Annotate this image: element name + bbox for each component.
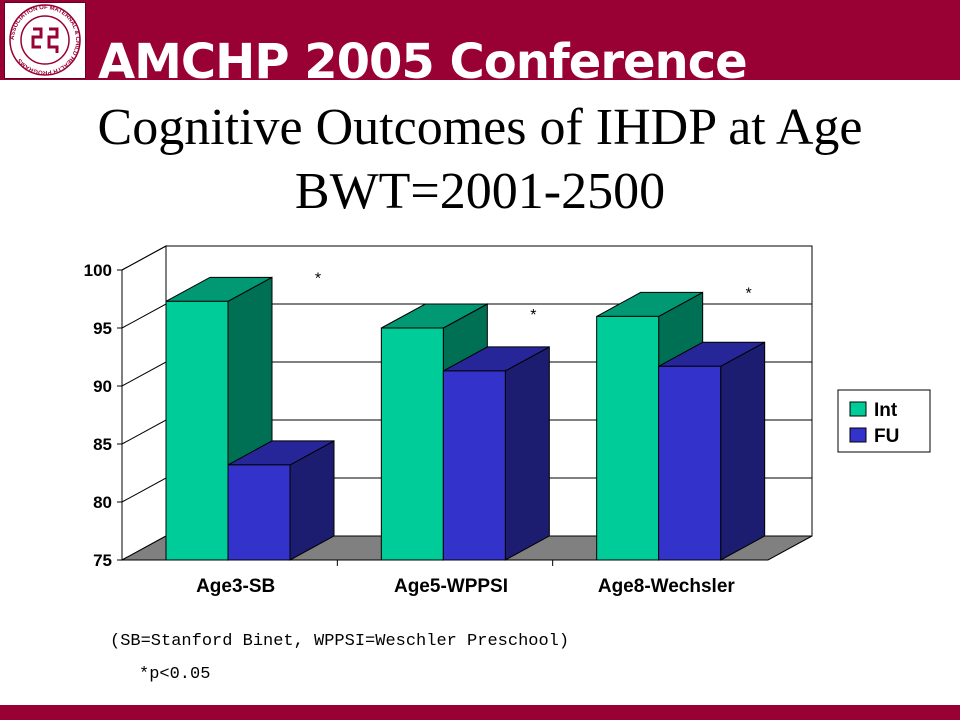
gridline-100 xyxy=(121,245,812,271)
bar-fu-age5-wppsi xyxy=(442,370,506,561)
x-tick-label-1: Age5-WPPSI xyxy=(394,576,508,597)
abbreviation-note: (SB=Stanford Binet, WPPSI=Weschler Presc… xyxy=(110,632,570,651)
x-tick-label-0: Age3-SB xyxy=(196,576,275,597)
legend-swatch-int xyxy=(849,401,867,417)
slide-title-line-2: BWT=2001-2500 xyxy=(294,163,666,220)
footer-band xyxy=(0,705,960,720)
amchp-logo: ASSOCIATION OF MATERNAL & CHILD HEALTH P… xyxy=(4,2,86,79)
slide-title-line-1: Cognitive Outcomes of IHDP at Age xyxy=(97,99,863,156)
y-tick-label-90: 90 xyxy=(93,377,112,396)
y-tick-label-100: 100 xyxy=(84,261,112,280)
significance-marker-1: * xyxy=(530,307,536,324)
bar-chart: 75 80 85 90 95 100 Age3-SB * Age5-WPPSI * Age8-Wec… xyxy=(84,245,931,597)
legend-label-fu: FU xyxy=(874,426,899,447)
bar-fu-age5-wppsi-side xyxy=(504,346,550,561)
bar-int-age5-wppsi xyxy=(380,327,444,561)
slide-title: Cognitive Outcomes of IHDP at Age BWT=20… xyxy=(0,96,960,224)
bar-fu-age8-wechsler xyxy=(658,365,722,561)
legend-label-int: Int xyxy=(874,400,898,421)
x-tick-label-2: Age8-Wechsler xyxy=(598,576,736,597)
bar-fu-age8-wechsler-side xyxy=(720,341,766,561)
legend-swatch-fu xyxy=(849,427,867,443)
bar-int-age3-sb xyxy=(165,300,229,561)
significance-marker-2: * xyxy=(746,285,752,302)
chart-side-wall xyxy=(121,245,167,561)
logo-graphic: ASSOCIATION OF MATERNAL & CHILD HEALTH P… xyxy=(9,4,81,76)
conference-title: AMCHP 2005 Conference xyxy=(98,34,747,82)
y-tick-label-80: 80 xyxy=(93,493,112,512)
y-tick-label-85: 85 xyxy=(93,435,112,454)
significance-marker-0: * xyxy=(315,270,321,287)
y-tick-label-75: 75 xyxy=(93,551,112,570)
y-tick-label-95: 95 xyxy=(93,319,112,338)
bar-fu-age3-sb xyxy=(227,464,291,561)
significance-note: *p<0.05 xyxy=(139,665,211,684)
bar-int-age8-wechsler xyxy=(596,315,660,561)
header-band xyxy=(0,0,960,80)
